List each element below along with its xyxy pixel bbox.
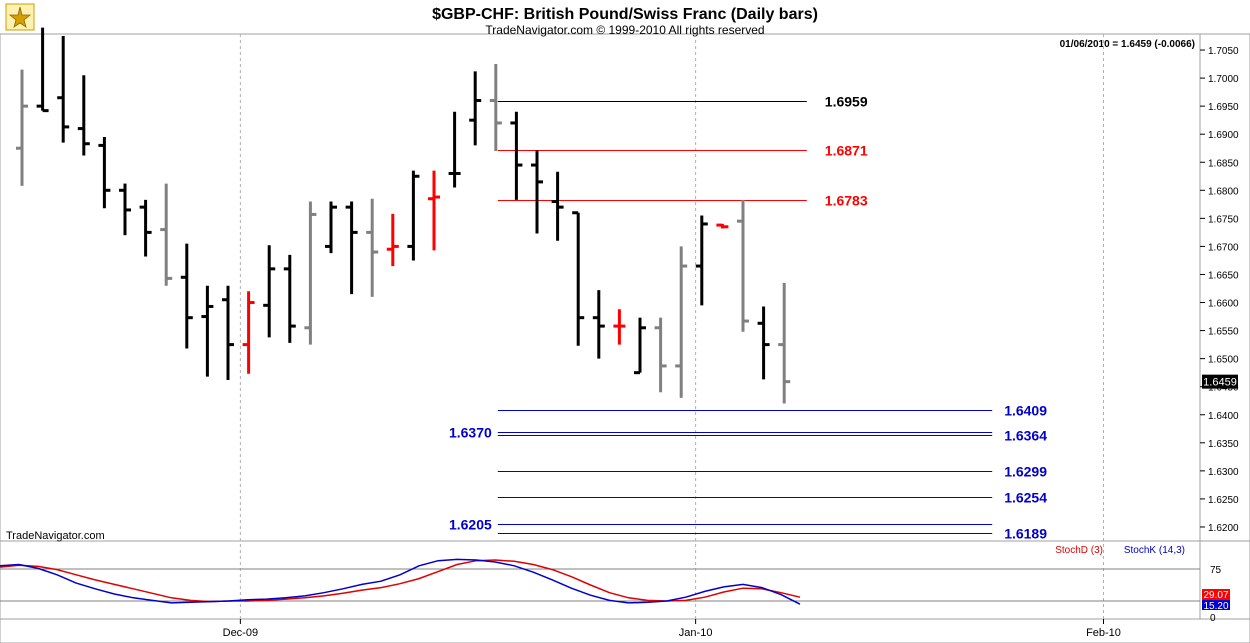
watermark: TradeNavigator.com [6, 530, 105, 542]
ohlc-bar [654, 317, 667, 393]
ohlc-bar [304, 201, 317, 345]
level-label-1.6364: 1.6364 [1004, 428, 1047, 444]
ohlc-bars [16, 27, 791, 404]
x-tick-label: Jan-10 [679, 627, 713, 639]
ohlc-bar [592, 290, 605, 359]
stochastic-pane [0, 540, 1201, 620]
ohlc-bar [572, 211, 585, 346]
ohlc-bar [263, 245, 276, 338]
ohlc-bar [345, 201, 358, 295]
level-label-1.6959: 1.6959 [825, 94, 868, 110]
ohlc-bar [325, 201, 337, 254]
ohlc-bar [36, 27, 49, 113]
level-label-1.6254: 1.6254 [1004, 490, 1047, 506]
ohlc-bar [283, 254, 296, 343]
y-tick-label: 1.7050 [1208, 46, 1239, 57]
y-tick-label: 1.6900 [1208, 130, 1239, 141]
y-tick-label: 1.6550 [1208, 327, 1239, 338]
level-label-1.6205: 1.6205 [449, 517, 492, 533]
stoch-tick-label: 75 [1210, 565, 1222, 576]
ohlc-bar [57, 36, 70, 143]
price-levels: 1.6959 1.6871 1.6783 1.6409 1.6370 1.6364 1.62… [449, 94, 1047, 542]
ohlc-bar [428, 170, 440, 251]
stoch-d-last-box [1202, 589, 1230, 600]
ohlc-bar [675, 246, 688, 398]
ohlc-bar [778, 282, 791, 404]
level-label-1.6299: 1.6299 [1004, 464, 1047, 480]
ohlc-bar [242, 291, 255, 374]
last-price-box [1202, 374, 1238, 389]
date-axis: Dec-09 Jan-10 Feb-10 [223, 619, 1121, 639]
y-tick-label: 1.6300 [1208, 467, 1239, 478]
y-tick-label: 1.6250 [1208, 495, 1239, 506]
stoch-k-last-box [1202, 600, 1230, 610]
price-pane [0, 33, 1201, 542]
stoch-tick-label: 0 [1210, 613, 1216, 624]
stoch-k-line [0, 558, 801, 605]
y-tick-label: 1.6950 [1208, 102, 1239, 113]
last-price-info: 01/06/2010 = 1.6459 (-0.0066) [1060, 39, 1195, 50]
ohlc-bar [737, 199, 749, 332]
y-tick-label: 1.6700 [1208, 242, 1239, 253]
ohlc-bar [386, 213, 399, 267]
ohlc-bar [77, 75, 90, 156]
ohlc-bar [201, 285, 214, 377]
x-tick-label: Dec-09 [223, 627, 258, 639]
ohlc-bar [469, 71, 482, 146]
stoch-d-legend: StochD (3) [1055, 545, 1103, 556]
level-label-1.6783: 1.6783 [825, 193, 868, 209]
price-axis: 1.7050 1.7000 1.6950 1.6900 1.6850 1.6800 1.67… [1200, 46, 1239, 534]
ohlc-bar [448, 111, 461, 188]
ohlc-bar [16, 69, 28, 186]
ohlc-bar [366, 198, 379, 297]
date-axis-pane [0, 618, 1250, 643]
level-label-1.6409: 1.6409 [1004, 403, 1047, 419]
stoch-k-last-value: 15.20 [1203, 601, 1228, 612]
y-tick-label: 1.6350 [1208, 439, 1239, 450]
ohlc-bar [119, 183, 131, 236]
ohlc-bar [160, 183, 173, 286]
trade-navigator-logo-icon [5, 3, 35, 31]
ohlc-bar [180, 243, 193, 349]
ohlc-bar [695, 215, 708, 306]
ohlc-bar [551, 171, 564, 241]
y-tick-label: 1.6600 [1208, 299, 1239, 310]
ohlc-bar [634, 317, 646, 375]
level-label-1.6871: 1.6871 [825, 143, 868, 159]
ohlc-bar [222, 285, 234, 380]
level-label-1.6370: 1.6370 [449, 425, 492, 441]
ohlc-bar [757, 306, 770, 380]
level-label-1.6189: 1.6189 [1004, 526, 1047, 542]
y-tick-label: 1.6200 [1208, 523, 1239, 534]
ohlc-bar [510, 111, 523, 200]
stoch-d-last-value: 29.07 [1203, 590, 1228, 601]
ohlc-bar [98, 137, 111, 209]
price-axis-pane [1199, 33, 1250, 542]
ohlc-bar [489, 64, 502, 152]
ohlc-bar [139, 199, 152, 257]
stoch-k-legend: StochK (14,3) [1124, 545, 1185, 556]
last-price-label: 1.6459 [1203, 377, 1237, 389]
y-tick-label: 1.6500 [1208, 355, 1239, 366]
chart-subtitle: TradeNavigator.com © 1999-2010 All right… [485, 23, 764, 37]
y-tick-label: 1.6750 [1208, 214, 1239, 225]
ohlc-bar [613, 309, 626, 345]
last-price-marker: 1.6459 [1202, 374, 1238, 389]
ohlc-bar [531, 150, 543, 234]
x-tick-label: Feb-10 [1086, 627, 1121, 639]
y-tick-label: 1.6400 [1208, 411, 1239, 422]
ohlc-bar [407, 170, 420, 261]
y-tick-label: 1.6800 [1208, 186, 1239, 197]
y-tick-label: 1.7000 [1208, 74, 1239, 85]
ohlc-bar [716, 223, 729, 229]
y-tick-label: 1.6850 [1208, 158, 1239, 169]
y-tick-label: 1.6650 [1208, 270, 1239, 281]
vertical-gridlines [239, 34, 1104, 619]
chart-title: $GBP-CHF: British Pound/Swiss Franc (Dai… [432, 6, 818, 23]
